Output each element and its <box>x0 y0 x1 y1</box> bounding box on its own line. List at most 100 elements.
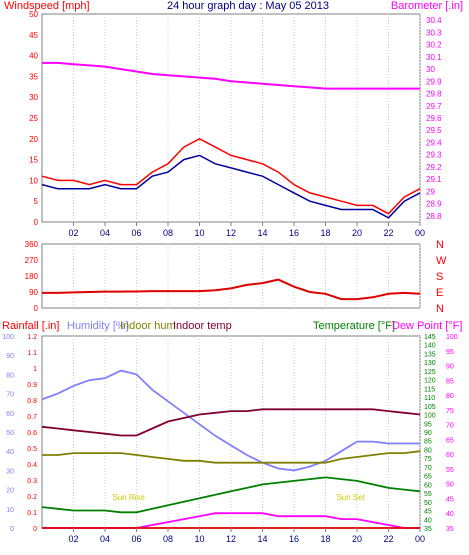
rain-tick-label: 1 <box>33 366 37 373</box>
x-tick-label: 00 <box>415 228 425 238</box>
rain-tick-label: 0.7 <box>27 414 37 421</box>
temperature-tick-label: 110 <box>424 395 435 402</box>
wind-tick-label: 50 <box>29 10 38 19</box>
indoor-temp-label: Indoor temp <box>173 320 232 332</box>
barometer-tick-label: 28.8 <box>426 212 442 221</box>
x-tick-label: 06 <box>131 534 141 544</box>
sunset-label: Sun Set <box>336 493 365 502</box>
wind-tick-label: 35 <box>29 72 38 81</box>
x-tick-label: 00 <box>415 534 425 544</box>
temperature-tick-label: 105 <box>424 404 436 411</box>
rain-tick-label: 0 <box>33 526 37 533</box>
temperature-tick-label: 85 <box>424 439 432 446</box>
dewpoint-tick-label: 100 <box>446 334 458 341</box>
temperature-tick-label: 145 <box>424 334 436 341</box>
wind_avg-line <box>41 154 421 219</box>
plot-frame <box>41 13 421 223</box>
wind-line <box>41 137 421 215</box>
compass-label: E <box>436 287 443 299</box>
x-tick-label: 08 <box>163 228 173 238</box>
barometer-tick-label: 30.2 <box>426 41 442 50</box>
rain-axis-label: Rainfall [.in] <box>2 320 59 332</box>
dewpoint-tick-label: 90 <box>446 364 454 371</box>
wind-tick-label: 45 <box>29 31 38 40</box>
dewpoint-tick-label: 85 <box>446 378 454 385</box>
temperature-tick-label: 70 <box>424 465 432 472</box>
barometer-tick-label: 30 <box>426 65 435 74</box>
temperature-tick-label: 135 <box>424 351 436 358</box>
temperature-tick-label: 125 <box>424 369 436 376</box>
dewpoint-tick-label: 70 <box>446 423 454 430</box>
barometer-line <box>42 61 420 90</box>
rain-tick-label: 1.1 <box>27 350 37 357</box>
barometer-tick-label: 29.2 <box>426 163 442 172</box>
temperature-tick-label: 50 <box>424 500 432 507</box>
rain-tick-label: 0.3 <box>27 478 37 485</box>
wind-tick-label: 40 <box>29 52 38 61</box>
indoor_temp-line <box>41 408 421 437</box>
barometer-tick-label: 29.6 <box>426 114 442 123</box>
humidity-tick-label: 60 <box>6 411 14 418</box>
temperature-tick-label: 35 <box>424 526 432 533</box>
barometer-tick-label: 29.3 <box>426 151 442 160</box>
wind-tick-label: 15 <box>29 156 38 165</box>
barometer-tick-label: 29.9 <box>426 77 442 86</box>
humidity-tick-label: 40 <box>6 449 14 456</box>
x-tick-label: 02 <box>68 228 78 238</box>
wind-tick-label: 20 <box>29 135 38 144</box>
temperature-line <box>41 476 421 514</box>
compass-label: W <box>436 255 447 267</box>
temperature-tick-label: 100 <box>424 413 436 420</box>
dewpoint-tick-label: 35 <box>446 526 454 533</box>
dewpoint-tick-label: 60 <box>446 452 454 459</box>
barometer-tick-label: 29 <box>426 187 435 196</box>
barometer-tick-label: 29.1 <box>426 175 442 184</box>
x-tick-label: 20 <box>352 228 362 238</box>
barometer-tick-label: 30.3 <box>426 28 442 37</box>
temperature-tick-label: 45 <box>424 509 432 516</box>
compass-label: S <box>436 271 443 283</box>
indoor_hum-line <box>42 450 421 464</box>
humidity-tick-label: 10 <box>6 507 14 514</box>
direction-tick-label: 270 <box>25 256 39 265</box>
x-tick-label: 22 <box>383 534 393 544</box>
temperature-tick-label: 40 <box>424 517 432 524</box>
temperature-tick-label: 95 <box>424 421 432 428</box>
x-tick-label: 10 <box>194 534 204 544</box>
x-tick-label: 14 <box>257 534 267 544</box>
barometer-tick-label: 29.7 <box>426 102 442 111</box>
wind-tick-label: 30 <box>29 93 38 102</box>
wind-axis-label: Windspeed [mph] <box>4 0 90 12</box>
x-tick-label: 04 <box>100 228 110 238</box>
graph-title: 24 hour graph day : May 05 2013 <box>167 0 329 12</box>
x-tick-label: 08 <box>163 534 173 544</box>
temperature-tick-label: 55 <box>424 491 432 498</box>
temperature-tick-label: 115 <box>424 386 435 393</box>
temperature-tick-label: 75 <box>424 456 432 463</box>
dewpoint-tick-label: 40 <box>446 511 454 518</box>
temperature-tick-label: 140 <box>424 343 436 350</box>
direction-tick-label: 180 <box>25 272 39 281</box>
barometer-tick-label: 29.5 <box>426 126 442 135</box>
humidity-tick-label: 80 <box>6 372 14 379</box>
rain-tick-label: 0.5 <box>27 446 37 453</box>
rain-tick-label: 0.4 <box>27 462 37 469</box>
wind-tick-label: 10 <box>29 176 38 185</box>
temperature-tick-label: 60 <box>424 482 432 489</box>
x-tick-label: 22 <box>383 228 393 238</box>
temperature-tick-label: 90 <box>424 430 432 437</box>
barometer-tick-label: 30.1 <box>426 53 442 62</box>
x-tick-label: 02 <box>68 534 78 544</box>
wind-barometer-panel: 0 5 10 15 20 25 30 35 40 45 50 28.8 28.9 29 29.1 29.2 29… <box>29 10 442 238</box>
compass-label: N <box>436 239 444 251</box>
humidity-tick-label: 20 <box>6 488 14 495</box>
x-tick-label: 06 <box>131 228 141 238</box>
x-tick-label: 10 <box>194 228 204 238</box>
dewpoint-tick-label: 50 <box>446 482 454 489</box>
dewpoint-tick-label: 95 <box>446 349 454 356</box>
humidity-tick-label: 30 <box>6 468 14 475</box>
x-tick-label: 14 <box>257 228 267 238</box>
x-tick-label: 04 <box>100 534 110 544</box>
